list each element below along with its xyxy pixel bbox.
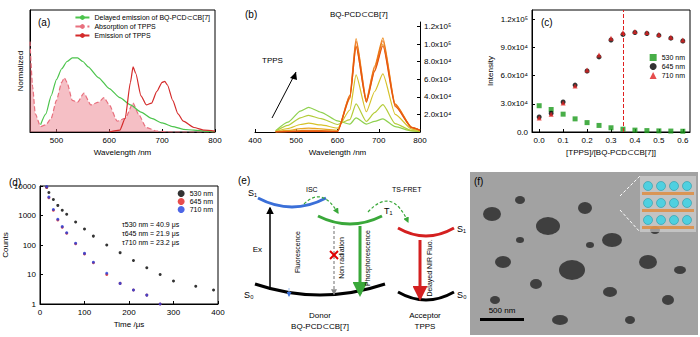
svg-text:(a): (a) — [38, 17, 50, 28]
svg-text:700: 700 — [372, 136, 386, 145]
svg-text:500: 500 — [290, 136, 304, 145]
svg-text:ISC: ISC — [306, 186, 318, 193]
svg-text:S₁: S₁ — [457, 224, 466, 234]
svg-text:S₀: S₀ — [244, 290, 254, 300]
svg-text:1: 1 — [32, 300, 37, 309]
svg-text:S₀: S₀ — [457, 290, 467, 300]
svg-text:10000: 10000 — [13, 181, 36, 191]
svg-text:(b): (b) — [245, 9, 257, 20]
svg-text:4.0x10⁴: 4.0x10⁴ — [424, 92, 452, 101]
svg-text:9.0x10⁴: 9.0x10⁴ — [501, 43, 529, 52]
svg-text:1.2x10⁵: 1.2x10⁵ — [501, 15, 528, 24]
svg-text:0.1: 0.1 — [558, 136, 570, 145]
svg-text:0.2: 0.2 — [581, 136, 593, 145]
svg-text:800: 800 — [208, 136, 222, 145]
svg-text:Normalized: Normalized — [16, 51, 25, 91]
svg-text:2.0x10⁴: 2.0x10⁴ — [424, 110, 452, 119]
svg-text:τ530 nm = 40.9 μs: τ530 nm = 40.9 μs — [122, 221, 180, 229]
svg-text:10: 10 — [27, 270, 36, 279]
svg-text:BQ-PCD⊂CB[7]: BQ-PCD⊂CB[7] — [291, 322, 349, 331]
svg-text:Delayed emission of BQ-PCD⊂CB[: Delayed emission of BQ-PCD⊂CB[7] — [94, 14, 210, 22]
svg-text:8.0x10⁴: 8.0x10⁴ — [424, 57, 452, 66]
svg-text:530 nm: 530 nm — [190, 190, 214, 197]
svg-text:(f): (f) — [474, 176, 483, 187]
svg-text:0.0: 0.0 — [534, 136, 546, 145]
svg-text:500: 500 — [50, 136, 64, 145]
svg-text:Intensity: Intensity — [486, 56, 495, 86]
svg-text:S₁: S₁ — [248, 188, 257, 198]
svg-text:710 nm: 710 nm — [190, 206, 214, 213]
svg-text:3.0x10⁴: 3.0x10⁴ — [501, 99, 529, 108]
svg-text:Delayed NIR Fluo.: Delayed NIR Fluo. — [426, 239, 434, 296]
svg-text:0: 0 — [38, 308, 43, 317]
svg-text:600: 600 — [103, 136, 117, 145]
svg-text:100: 100 — [78, 308, 92, 317]
svg-text:600: 600 — [331, 136, 345, 145]
svg-text:Counts: Counts — [1, 232, 10, 257]
svg-text:400: 400 — [211, 308, 225, 317]
svg-text:1000: 1000 — [18, 211, 36, 220]
svg-text:1.0x10⁵: 1.0x10⁵ — [424, 40, 451, 49]
svg-text:0.0: 0.0 — [517, 128, 529, 137]
svg-text:Phosphorescence: Phosphorescence — [364, 230, 372, 286]
svg-text:Acceptor: Acceptor — [409, 311, 441, 320]
svg-text:200: 200 — [122, 308, 136, 317]
svg-text:Emission of TPPS: Emission of TPPS — [94, 32, 151, 39]
svg-text:τ710 nm = 23.2 μs: τ710 nm = 23.2 μs — [122, 239, 180, 247]
svg-text:800: 800 — [413, 136, 427, 145]
svg-text:6.0x10⁴: 6.0x10⁴ — [501, 71, 529, 80]
svg-text:0.6: 0.6 — [677, 136, 689, 145]
svg-text:[TPPS]/[BQ-PCD⊂CB[7]]: [TPPS]/[BQ-PCD⊂CB[7]] — [566, 148, 656, 157]
svg-text:Wavelength /nm: Wavelength /nm — [94, 148, 152, 157]
svg-text:Fluorescence: Fluorescence — [294, 231, 301, 273]
svg-text:Donor: Donor — [309, 311, 331, 320]
svg-text:Time /μs: Time /μs — [114, 320, 145, 329]
svg-text:710 nm: 710 nm — [662, 72, 686, 79]
svg-text:(c): (c) — [541, 17, 553, 28]
svg-text:Wavelength /nm: Wavelength /nm — [309, 148, 367, 157]
svg-text:700: 700 — [155, 136, 169, 145]
svg-text:Ex: Ex — [253, 245, 262, 254]
svg-text:0.3: 0.3 — [605, 136, 617, 145]
svg-text:TS-FRET: TS-FRET — [392, 186, 422, 193]
svg-text:BQ-PCD⊂CB[7]: BQ-PCD⊂CB[7] — [330, 10, 388, 19]
svg-text:(e): (e) — [238, 175, 250, 186]
svg-text:TPPS: TPPS — [262, 56, 283, 65]
svg-text:6.0x10⁴: 6.0x10⁴ — [424, 75, 452, 84]
svg-text:645 nm: 645 nm — [662, 63, 686, 70]
svg-text:TPPS: TPPS — [415, 322, 436, 331]
svg-text:530 nm: 530 nm — [662, 54, 686, 61]
svg-text:Non radiation: Non radiation — [338, 237, 345, 279]
svg-text:500 nm: 500 nm — [489, 306, 516, 315]
svg-text:T₁: T₁ — [384, 206, 393, 216]
svg-text:τ645 nm = 21.9 μs: τ645 nm = 21.9 μs — [122, 230, 180, 238]
svg-text:(d): (d) — [9, 177, 21, 188]
svg-text:400: 400 — [248, 136, 262, 145]
svg-text:300: 300 — [167, 308, 181, 317]
svg-text:100: 100 — [23, 241, 37, 250]
svg-text:1.2x10⁵: 1.2x10⁵ — [424, 22, 451, 31]
svg-text:645 nm: 645 nm — [190, 198, 214, 205]
svg-text:0.5: 0.5 — [653, 136, 665, 145]
svg-text:0.4: 0.4 — [629, 136, 641, 145]
svg-text:Absorption of TPPS: Absorption of TPPS — [94, 23, 156, 31]
